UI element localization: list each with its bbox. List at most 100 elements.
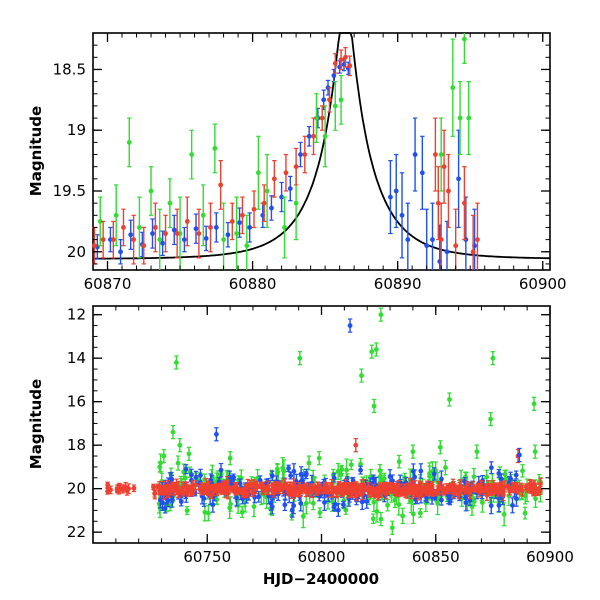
bottom-point-green [377,468,383,473]
bottom-point-green [157,464,163,470]
bottom-point-green [339,467,345,472]
top-point-red [470,249,476,255]
top-x-tick-label: 60880 [229,275,277,293]
bottom-point-green [520,468,525,474]
top-point-red [453,243,459,249]
bottom-y-tick-label: 18 [67,436,86,454]
top-point-green [466,115,472,121]
bottom-outlier-green [369,349,375,355]
top-point-blue [247,225,253,230]
bottom-outlier-green [161,453,167,459]
top-point-green [314,115,319,121]
top-point-green [322,133,328,139]
bottom-outlier-green [474,449,480,455]
bottom-outlier-green [378,516,384,522]
bottom-point-blue [510,502,515,508]
bottom-point-red [418,484,423,490]
bottom-point-red [383,491,389,497]
bottom-point-green [471,474,477,480]
top-point-red [338,57,344,63]
bottom-point-red [174,484,180,490]
top-point-green [264,188,270,194]
bottom-point-blue [431,471,437,477]
bottom-y-tick-label: 16 [67,393,86,411]
bottom-point-green [522,510,528,516]
bottom-point-blue [418,468,424,474]
top-point-green [234,231,240,236]
bottom-point-blue [358,467,363,473]
bottom-point-green [462,474,468,480]
bottom-point-blue [256,494,262,500]
bottom-outlier-green [227,455,233,461]
bottom-point-red [165,484,171,490]
top-point-red [141,243,147,249]
bottom-point-green [306,460,312,466]
top-point-green [338,97,344,103]
top-point-red [163,231,168,236]
bottom-point-green [239,509,245,515]
bottom-point-red [161,484,167,490]
bottom-outlier-green [532,449,538,455]
bottom-point-red [169,486,174,492]
bottom-point-red [378,488,383,494]
bottom-point-red [474,486,479,491]
top-point-red [438,237,444,243]
top-point-red [196,231,202,236]
bottom-point-red [484,484,490,489]
bottom-outlier-blue [213,431,219,437]
top-point-red [184,218,190,224]
bottom-point-green [329,499,335,504]
top-point-red [319,115,325,121]
top-point-red [218,182,224,188]
top-point-blue [203,236,209,241]
top-x-tick-label: 60900 [519,275,567,293]
bottom-ticks-group: 60750 60800 60850 60900 12 14 16 18 20 22 [67,306,574,566]
bottom-point-red [424,486,430,492]
bottom-point-blue [340,502,346,507]
bottom-point-red [537,488,543,493]
bottom-point-blue [178,499,184,505]
bottom-point-blue [496,471,502,476]
bottom-outlier-green [373,347,379,352]
bottom-point-blue [291,468,297,474]
bottom-point-red [180,491,186,497]
bottom-point-red [530,491,536,497]
bottom-outlier-green [316,455,322,461]
top-point-blue [160,240,166,246]
bottom-point-blue [286,465,291,471]
top-point-blue [128,232,134,238]
top-point-blue [213,225,219,230]
bottom-point-red [222,484,228,490]
top-point-blue [171,227,177,233]
top-point-blue [321,97,327,103]
bottom-point-red [282,481,288,487]
bottom-point-red [327,489,332,495]
bottom-outlier-green [297,355,303,361]
top-point-green [462,36,467,42]
bottom-point-red [462,487,468,493]
top-x-tick-label: 60890 [374,275,422,293]
bottom-point-red [527,482,533,487]
bottom-point-green [503,476,509,482]
bottom-point-green [310,500,316,506]
bottom-y-tick-label: 14 [67,349,86,367]
bottom-point-red [442,488,448,494]
top-point-red [432,152,438,157]
bottom-point-red [489,485,495,491]
bottom-outlier-green [371,403,377,409]
bottom-point-blue [218,467,224,473]
top-point-red [347,63,353,69]
bottom-point-blue [289,507,295,513]
bottom-point-blue [298,500,304,506]
top-point-red [462,200,467,206]
bottom-point-red [519,488,525,494]
bottom-point-red [479,484,484,490]
bottom-point-blue [298,471,304,477]
bottom-point-red [208,493,214,499]
top-point-red [435,200,441,206]
top-point-green [457,115,463,121]
bottom-point-blue [412,474,418,480]
top-point-red [251,206,257,212]
bottom-point-blue [335,507,341,513]
top-point-red [293,164,299,170]
